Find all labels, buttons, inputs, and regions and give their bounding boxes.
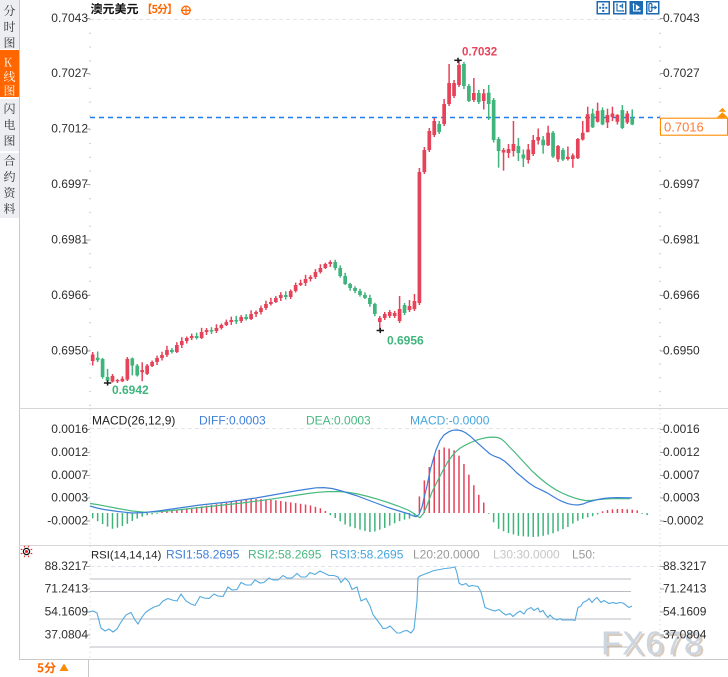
svg-text:0.0007: 0.0007 <box>663 468 700 482</box>
svg-text:0.6950: 0.6950 <box>663 344 700 358</box>
svg-text:L30:30.0000: L30:30.0000 <box>493 548 560 562</box>
svg-text:0.6950: 0.6950 <box>51 344 88 358</box>
svg-text:L20:20.0000: L20:20.0000 <box>413 548 480 562</box>
svg-text:0.0016: 0.0016 <box>663 422 700 436</box>
svg-text:0.0007: 0.0007 <box>51 468 88 482</box>
svg-text:0.6942: 0.6942 <box>112 383 149 397</box>
svg-text:0.0003: 0.0003 <box>663 491 700 505</box>
svg-text:0.0003: 0.0003 <box>51 491 88 505</box>
svg-text:MACD(26,12,9): MACD(26,12,9) <box>92 414 175 428</box>
svg-text:0.6966: 0.6966 <box>51 288 88 302</box>
svg-text:L50:: L50: <box>572 548 595 562</box>
svg-text:DIFF:0.0003: DIFF:0.0003 <box>199 414 266 428</box>
svg-text:0.7043: 0.7043 <box>51 11 88 25</box>
svg-text:MACD:-0.0000: MACD:-0.0000 <box>410 414 490 428</box>
svg-text:0.7043: 0.7043 <box>663 11 700 25</box>
svg-text:0.0012: 0.0012 <box>663 445 700 459</box>
svg-text:71.2413: 71.2413 <box>663 582 707 596</box>
svg-text:RSI3:58.2695: RSI3:58.2695 <box>330 548 404 562</box>
svg-text:DEA:0.0003: DEA:0.0003 <box>306 414 371 428</box>
svg-text:0.6997: 0.6997 <box>663 177 700 191</box>
svg-text:54.1609: 54.1609 <box>45 605 89 619</box>
svg-text:-0.0002: -0.0002 <box>663 514 704 528</box>
svg-text:0.7027: 0.7027 <box>51 66 88 80</box>
svg-text:RSI2:58.2695: RSI2:58.2695 <box>248 548 322 562</box>
svg-text:88.3217: 88.3217 <box>45 559 89 573</box>
svg-text:0.7027: 0.7027 <box>663 66 700 80</box>
svg-text:0.0016: 0.0016 <box>51 422 88 436</box>
svg-text:0.7016: 0.7016 <box>664 120 704 135</box>
svg-text:0.6966: 0.6966 <box>663 288 700 302</box>
svg-text:RSI1:58.2695: RSI1:58.2695 <box>166 548 240 562</box>
svg-text:0.7032: 0.7032 <box>462 47 497 59</box>
svg-text:FX678: FX678 <box>601 625 703 662</box>
svg-text:0.0012: 0.0012 <box>51 445 88 459</box>
svg-text:37.0804: 37.0804 <box>45 628 89 642</box>
svg-text:0.6981: 0.6981 <box>663 233 700 247</box>
svg-text:0.6997: 0.6997 <box>51 177 88 191</box>
svg-text:37.0804: 37.0804 <box>663 628 707 642</box>
svg-text:0.6981: 0.6981 <box>51 233 88 247</box>
svg-text:88.3217: 88.3217 <box>663 559 707 573</box>
svg-text:0.6956: 0.6956 <box>387 334 424 348</box>
svg-text:-0.0002: -0.0002 <box>47 514 88 528</box>
svg-text:RSI(14,14,14): RSI(14,14,14) <box>91 550 162 562</box>
svg-text:71.2413: 71.2413 <box>45 582 89 596</box>
svg-text:FX678: FX678 <box>604 627 706 664</box>
svg-text:0.7012: 0.7012 <box>51 122 88 136</box>
svg-text:54.1609: 54.1609 <box>663 605 707 619</box>
